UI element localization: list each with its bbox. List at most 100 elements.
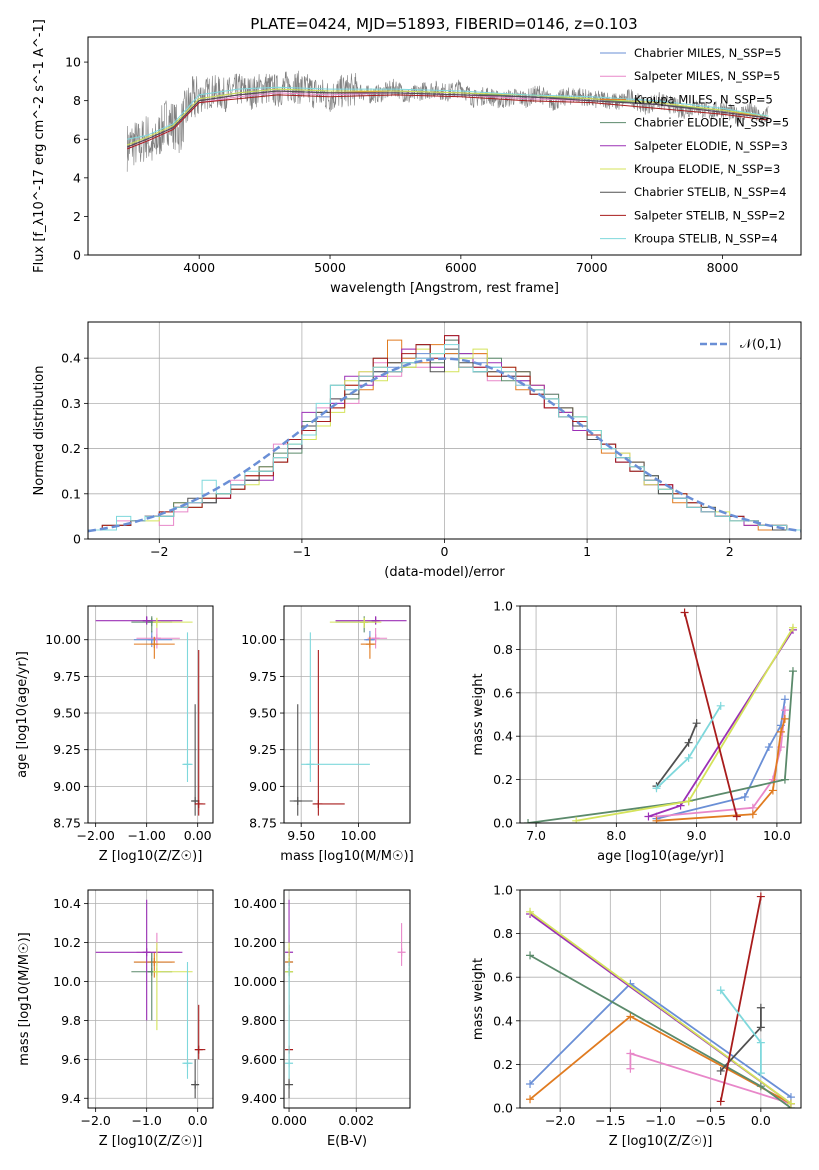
y-axis-label: mass weight — [471, 958, 486, 1040]
weight-point — [644, 812, 653, 821]
legend-entry: Chabrier MILES, N_SSP=5 — [634, 46, 781, 60]
y-tick-label: 0.8 — [493, 926, 513, 941]
x-tick-label: −1.00 — [128, 828, 166, 843]
plot-area-spectrum — [126, 70, 769, 172]
weight-point — [692, 719, 701, 728]
x-tick-label: 0.00 — [184, 828, 212, 843]
weight-point — [756, 1082, 765, 1091]
weight-series-3 — [652, 714, 789, 823]
point-marker — [360, 618, 369, 627]
legend: 𝒩(0,1) — [700, 336, 782, 351]
y-axis-label: mass weight — [471, 673, 486, 755]
axes-frame — [87, 605, 214, 824]
weight-point — [626, 1012, 635, 1021]
figure-title: PLATE=0424, MJD=51893, FIBERID=0146, z=0… — [250, 15, 637, 33]
axes-frame — [519, 889, 802, 1109]
weight-line — [576, 627, 794, 822]
point-marker — [194, 1045, 203, 1054]
y-tick-label: 0.4 — [61, 351, 81, 366]
legend-entry: Salpeter MILES, N_SSP=5 — [634, 69, 780, 83]
data-point-2 — [367, 627, 388, 649]
weight-point — [524, 819, 533, 823]
data-point-8 — [194, 1004, 206, 1060]
x-tick-label: 0.002 — [338, 1113, 374, 1128]
model-line-9 — [127, 86, 769, 140]
x-tick-label: −1.0 — [131, 1113, 161, 1128]
x-tick-label: 10.0 — [763, 828, 791, 843]
point-marker — [142, 948, 151, 957]
y-tick-label: 0.0 — [493, 1101, 513, 1116]
x-axis-label: age [log10(age/yr)] — [597, 849, 724, 864]
weight-point — [788, 667, 797, 676]
y-tick-label: 10.2 — [53, 935, 81, 950]
weight-point — [780, 706, 789, 715]
data-point-5 — [95, 899, 183, 1021]
weight-point — [780, 695, 789, 704]
weight-series-9 — [716, 986, 765, 1078]
y-tick-label: 4 — [73, 170, 81, 185]
weight-point — [526, 1095, 535, 1104]
data-point-8 — [312, 649, 345, 816]
weight-point — [780, 714, 789, 723]
x-tick-label: 10.00 — [341, 828, 377, 843]
point-marker — [371, 616, 380, 625]
point-marker — [293, 797, 302, 806]
plot-area-mass_vs_Z — [95, 899, 206, 1099]
x-tick-label: −2.0 — [80, 1113, 110, 1128]
x-tick-label: −1.5 — [595, 1113, 625, 1128]
axes-spectrum: 4000 5000 6000 7000 8000 0 2 4 6 8 10 wavelength [A… — [32, 19, 802, 296]
legend-entry: Kroupa ELODIE, N_SSP=3 — [634, 162, 780, 176]
weight-point — [526, 951, 535, 960]
y-tick-label: 10 — [65, 55, 81, 70]
observed-spectrum-line — [126, 70, 769, 172]
weight-point — [788, 623, 797, 632]
plot-area-mass_vs_ebv — [285, 899, 406, 1099]
x-tick-label: 5000 — [314, 260, 346, 275]
x-tick-label: 0.0 — [751, 1113, 771, 1128]
x-tick-label: 2 — [726, 544, 734, 559]
y-tick-label: 0.4 — [493, 1013, 513, 1028]
x-axis-label: (data-model)/error — [384, 565, 505, 580]
x-tick-label: 9.0 — [687, 828, 707, 843]
y-tick-label: 0.6 — [493, 685, 513, 700]
y-tick-label: 10.400 — [233, 896, 277, 911]
weight-line — [648, 629, 794, 818]
data-point-6 — [152, 942, 193, 1031]
weight-point — [776, 727, 785, 736]
plot-area-residuals — [88, 335, 801, 533]
point-marker — [371, 634, 380, 643]
y-tick-label: 9.800 — [241, 1013, 277, 1028]
weight-point — [684, 753, 693, 762]
x-tick-label: −0.5 — [695, 1113, 725, 1128]
y-tick-label: 0 — [73, 248, 81, 263]
weight-point — [716, 986, 725, 995]
point-marker — [152, 967, 161, 976]
weight-point — [680, 608, 689, 617]
weight-point — [626, 1049, 635, 1058]
weight-series-5 — [644, 625, 797, 821]
y-tick-label: 8.75 — [249, 816, 277, 831]
x-tick-label: 7000 — [576, 260, 608, 275]
weight-point — [764, 743, 773, 752]
y-tick-label: 10.000 — [233, 974, 277, 989]
point-marker — [191, 1080, 200, 1089]
y-tick-label: 10.200 — [233, 935, 277, 950]
y-tick-label: 9.75 — [53, 669, 81, 684]
weight-point — [684, 738, 693, 747]
y-tick-label: 10.00 — [45, 632, 81, 647]
x-tick-label: 0 — [441, 544, 449, 559]
weight-line — [656, 710, 786, 818]
data-point-5 — [335, 616, 407, 625]
y-axis-label: Normed distribution — [32, 366, 47, 496]
y-tick-label: 9.00 — [249, 779, 277, 794]
y-tick-label: 0 — [73, 532, 81, 547]
weight-point — [626, 1064, 635, 1073]
data-point-6 — [152, 617, 193, 628]
y-axis-label: mass [log10(M/M☉)] — [17, 932, 32, 1065]
weight-point — [572, 816, 581, 823]
weight-point — [786, 1099, 795, 1108]
weight-point — [756, 892, 765, 901]
y-tick-label: 0.4 — [493, 729, 513, 744]
point-marker — [306, 760, 315, 769]
weight-line — [683, 612, 738, 817]
